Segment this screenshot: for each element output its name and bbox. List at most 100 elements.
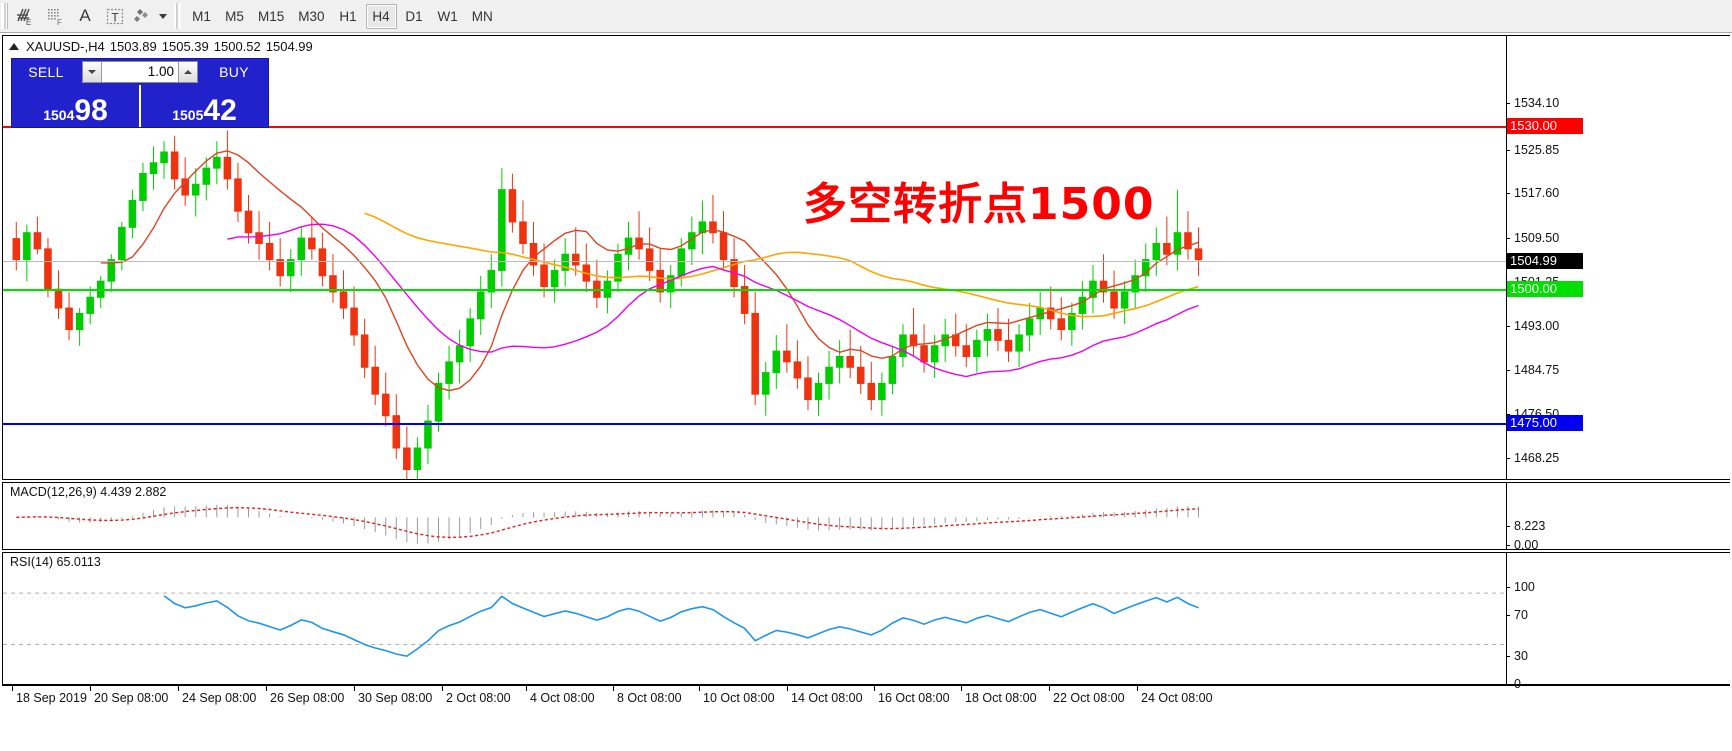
collapse-triangle-icon[interactable] [9, 43, 19, 50]
price-tick-label: 1534.10 [1514, 96, 1560, 110]
rsi-scale: 100 70 30 0 [1506, 552, 1730, 691]
chevron-down-icon [158, 13, 167, 19]
toolbar-separator [174, 3, 181, 29]
price-tick-mark [1506, 370, 1510, 371]
tab-timeframe-w1[interactable]: W1 [437, 8, 458, 24]
one-click-trading-panel[interactable]: SELL 1.00 BUY 1504 98 [11, 58, 269, 128]
price-panel[interactable]: XAUUSD-,H4 1503.89 1505.39 1500.52 1504.… [2, 35, 1506, 480]
trade-panel-prices: 1504 98 1505 42 [12, 85, 268, 127]
quote-low: 1500.52 [213, 39, 261, 54]
current-price-line [3, 261, 1506, 262]
resistance-line[interactable] [3, 126, 1506, 128]
volume-increase-button[interactable] [178, 62, 197, 82]
price-axis-line [1506, 36, 1507, 479]
current-price-price-tag[interactable]: 1504.99 [1507, 253, 1583, 269]
price-tick-mark [1506, 414, 1510, 415]
support-line[interactable] [3, 423, 1506, 425]
time-tick-mark [354, 686, 355, 691]
time-axis-label: 16 Oct 08:00 [878, 691, 950, 705]
svg-text:E: E [26, 18, 31, 26]
sell-label[interactable]: SELL [28, 64, 64, 80]
price-tick-mark [1506, 193, 1510, 194]
toolbar-drag-handle[interactable] [1, 3, 8, 29]
tab-timeframe-d1[interactable]: D1 [405, 8, 423, 24]
trade-panel-top-row: SELL 1.00 BUY [12, 59, 268, 85]
volume-stepper[interactable]: 1.00 [82, 61, 198, 83]
pivot-line[interactable] [3, 289, 1506, 291]
expert-advisors-icon[interactable]: E [10, 2, 40, 30]
objects-dropdown-icon[interactable] [154, 2, 170, 30]
time-axis-label: 20 Sep 08:00 [94, 691, 169, 705]
undefined-tick-mark [1506, 587, 1510, 588]
time-axis[interactable]: 18 Sep 2019 20 Sep 08:00 24 Sep 08:00 26 Se… [2, 685, 1730, 715]
time-tick-mark [12, 686, 13, 691]
time-axis-label: 26 Sep 08:00 [270, 691, 345, 705]
price-scale[interactable]: 1534.101525.851517.601509.501501.251493.… [1506, 35, 1730, 508]
sell-price-big: 98 [74, 94, 108, 127]
undefined-tick-label: 0 [1514, 677, 1521, 691]
support-price-tag[interactable]: 1475.00 [1507, 415, 1583, 431]
sell-price-button[interactable]: 1504 98 [12, 85, 139, 127]
macd-axis-line [1506, 483, 1507, 549]
macd-label: MACD(12,26,9) 4.439 2.882 [10, 485, 167, 499]
symbol-quote-line: XAUUSD-,H4 1503.89 1505.39 1500.52 1504.… [9, 39, 313, 54]
time-axis-label: 14 Oct 08:00 [791, 691, 863, 705]
time-tick-mark [90, 686, 91, 691]
objects-icon[interactable] [130, 2, 154, 30]
time-axis-label: 2 Oct 08:00 [446, 691, 511, 705]
chevron-down-icon [88, 70, 96, 74]
tab-timeframe-m15[interactable]: M15 [258, 8, 285, 24]
chart-annotation-text[interactable]: 多空转折点1500 [803, 179, 1155, 230]
candlestick-plot [12, 130, 1203, 479]
price-tick-label: 1517.60 [1514, 186, 1560, 200]
rsi-plot [3, 592, 1506, 657]
text-object-icon[interactable]: T [100, 2, 130, 30]
chevron-up-icon [184, 70, 192, 74]
time-axis-label: 30 Sep 08:00 [358, 691, 433, 705]
time-axis-label: 18 Sep 2019 [16, 691, 87, 705]
time-axis-label: 24 Sep 08:00 [182, 691, 257, 705]
time-tick-mark [442, 686, 443, 691]
sell-price-small: 1504 [43, 107, 75, 123]
price-tick-label: 1468.25 [1514, 451, 1560, 465]
time-tick-mark [178, 686, 179, 691]
pivot-price-tag[interactable]: 1500.00 [1507, 281, 1583, 297]
text-label-icon[interactable]: A [79, 6, 91, 25]
price-tick-label: 1493.00 [1514, 319, 1560, 333]
undefined-tick-label: 100 [1514, 580, 1535, 594]
price-tick-label: 1484.75 [1514, 363, 1560, 377]
time-tick-mark [613, 686, 614, 691]
time-tick-mark [699, 686, 700, 691]
resistance-price-tag[interactable]: 1530.00 [1507, 118, 1583, 134]
volume-input[interactable]: 1.00 [102, 62, 178, 82]
tab-timeframe-mn[interactable]: MN [471, 8, 493, 24]
time-tick-mark [961, 686, 962, 691]
tab-timeframe-h4[interactable]: H4 [365, 3, 397, 29]
indicators-icon[interactable]: F [40, 2, 70, 30]
tab-timeframe-m30[interactable]: M30 [298, 8, 325, 24]
undefined-tick-label: 30 [1514, 649, 1528, 663]
time-tick-mark [1137, 686, 1138, 691]
time-tick-mark [526, 686, 527, 691]
buy-price-button[interactable]: 1505 42 [141, 85, 268, 127]
price-tick-label: 1509.50 [1514, 231, 1560, 245]
undefined-tick-mark [1506, 545, 1510, 546]
volume-decrease-button[interactable] [83, 62, 102, 82]
time-tick-mark [1049, 686, 1050, 691]
chart-area[interactable]: XAUUSD-,H4 1503.89 1505.39 1500.52 1504.… [2, 35, 1730, 749]
rsi-panel[interactable]: RSI(14) 65.0113 [2, 552, 1506, 685]
undefined-tick-label: 0.00 [1514, 538, 1539, 552]
price-tick-mark [1506, 103, 1510, 104]
svg-text:F: F [57, 18, 62, 26]
price-tick-mark [1506, 150, 1510, 151]
undefined-tick-label: 8.223 [1514, 519, 1546, 533]
rsi-label: RSI(14) 65.0113 [10, 555, 101, 569]
macd-panel[interactable]: MACD(12,26,9) 4.439 2.882 [2, 482, 1506, 550]
undefined-tick-label: 70 [1514, 608, 1528, 622]
time-axis-label: 10 Oct 08:00 [703, 691, 775, 705]
buy-label[interactable]: BUY [219, 64, 249, 80]
tab-timeframe-h1[interactable]: H1 [339, 8, 357, 24]
time-tick-mark [787, 686, 788, 691]
tab-timeframe-m5[interactable]: M5 [225, 8, 244, 24]
tab-timeframe-m1[interactable]: M1 [192, 8, 211, 24]
